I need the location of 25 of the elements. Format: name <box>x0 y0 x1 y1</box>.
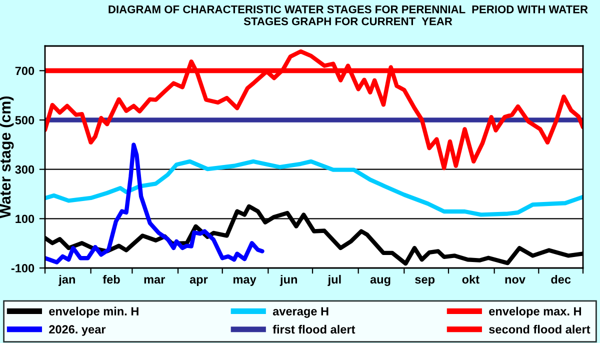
x-tick-label: feb <box>102 274 120 284</box>
legend-label: first flood alert <box>272 324 356 334</box>
legend-label: envelope min. H <box>49 306 138 318</box>
y-tick-label: 100 <box>16 214 34 224</box>
x-tick-label: sep <box>415 277 435 286</box>
x-tick-label: mar <box>144 277 166 284</box>
y-tick-label: 500 <box>15 116 34 124</box>
y-tick-label: -100 <box>11 264 34 272</box>
x-tick-label: nov <box>505 277 526 284</box>
x-tick-label: apr <box>190 277 208 286</box>
line-series <box>45 142 264 264</box>
x-tick-label: may <box>234 277 256 286</box>
chart-title: DIAGRAM OF CHARACTERISTIC WATER STAGES FOR PERENNIAL PERIOD WITH WATER STAGES GRAPH FOR CURRENT YEAR <box>108 5 588 26</box>
x-tick-label: aug <box>370 277 390 286</box>
x-tick-label: jan <box>58 274 75 286</box>
x-tick-label: jul <box>328 274 341 286</box>
x-tick-label: jun <box>280 274 297 286</box>
legend-label: 2026. year <box>49 325 106 336</box>
x-tick-label: dec <box>551 274 571 284</box>
legend-label: second flood alert <box>489 324 590 334</box>
x-tick-label: okt <box>462 274 480 284</box>
y-tick-label: 300 <box>15 165 34 174</box>
legend-label: envelope max. H <box>489 306 582 318</box>
y-tick-label: 700 <box>15 66 34 76</box>
legend-label: average H <box>272 307 328 318</box>
